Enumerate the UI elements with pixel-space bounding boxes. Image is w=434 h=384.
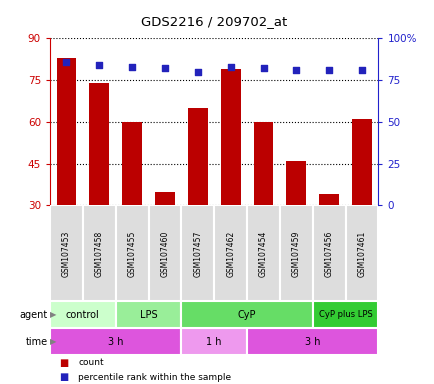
Point xyxy=(260,65,266,71)
Text: GSM107453: GSM107453 xyxy=(62,230,71,276)
Text: GDS2216 / 209702_at: GDS2216 / 209702_at xyxy=(141,15,287,28)
Text: GSM107461: GSM107461 xyxy=(357,230,366,276)
Point xyxy=(227,64,233,70)
Bar xyxy=(89,83,109,205)
Bar xyxy=(115,205,148,301)
Text: ■: ■ xyxy=(59,358,68,368)
Point xyxy=(161,65,168,71)
Bar xyxy=(50,301,115,328)
Text: GSM107454: GSM107454 xyxy=(258,230,267,276)
Bar xyxy=(115,301,181,328)
Bar xyxy=(50,205,82,301)
Bar xyxy=(187,108,207,205)
Text: ■: ■ xyxy=(59,372,68,382)
Bar xyxy=(312,205,345,301)
Text: agent: agent xyxy=(20,310,48,320)
Bar xyxy=(181,205,214,301)
Bar xyxy=(122,122,141,205)
Bar xyxy=(82,205,115,301)
Text: GSM107457: GSM107457 xyxy=(193,230,202,276)
Bar xyxy=(50,328,181,355)
Text: GSM107455: GSM107455 xyxy=(127,230,136,276)
Bar xyxy=(148,205,181,301)
Bar xyxy=(253,122,273,205)
Text: 1 h: 1 h xyxy=(206,337,221,347)
Text: ▶: ▶ xyxy=(49,337,56,346)
Bar xyxy=(155,192,174,205)
Text: GSM107456: GSM107456 xyxy=(324,230,333,276)
Text: GSM107460: GSM107460 xyxy=(160,230,169,276)
Bar xyxy=(279,205,312,301)
Text: CyP: CyP xyxy=(237,310,256,320)
Point xyxy=(63,59,70,65)
Text: percentile rank within the sample: percentile rank within the sample xyxy=(78,372,231,382)
Bar xyxy=(247,205,279,301)
Text: GSM107462: GSM107462 xyxy=(226,230,235,276)
Text: time: time xyxy=(26,337,48,347)
Bar xyxy=(214,205,247,301)
Text: ▶: ▶ xyxy=(49,310,56,319)
Bar xyxy=(220,69,240,205)
Bar xyxy=(352,119,371,205)
Text: control: control xyxy=(66,310,99,320)
Point xyxy=(358,67,365,73)
Text: GSM107459: GSM107459 xyxy=(291,230,300,276)
Text: CyP plus LPS: CyP plus LPS xyxy=(318,310,372,319)
Point xyxy=(95,62,102,68)
Point xyxy=(325,67,332,73)
Text: count: count xyxy=(78,358,104,367)
Bar xyxy=(312,301,378,328)
Text: 3 h: 3 h xyxy=(108,337,123,347)
Text: GSM107458: GSM107458 xyxy=(95,230,104,276)
Bar xyxy=(247,328,378,355)
Bar xyxy=(345,205,378,301)
Point xyxy=(128,64,135,70)
Bar xyxy=(319,194,338,205)
Bar xyxy=(181,328,247,355)
Point xyxy=(292,67,299,73)
Point xyxy=(194,69,201,75)
Text: LPS: LPS xyxy=(139,310,157,320)
Bar xyxy=(181,301,312,328)
Text: 3 h: 3 h xyxy=(304,337,320,347)
Bar xyxy=(56,58,76,205)
Bar xyxy=(286,161,306,205)
